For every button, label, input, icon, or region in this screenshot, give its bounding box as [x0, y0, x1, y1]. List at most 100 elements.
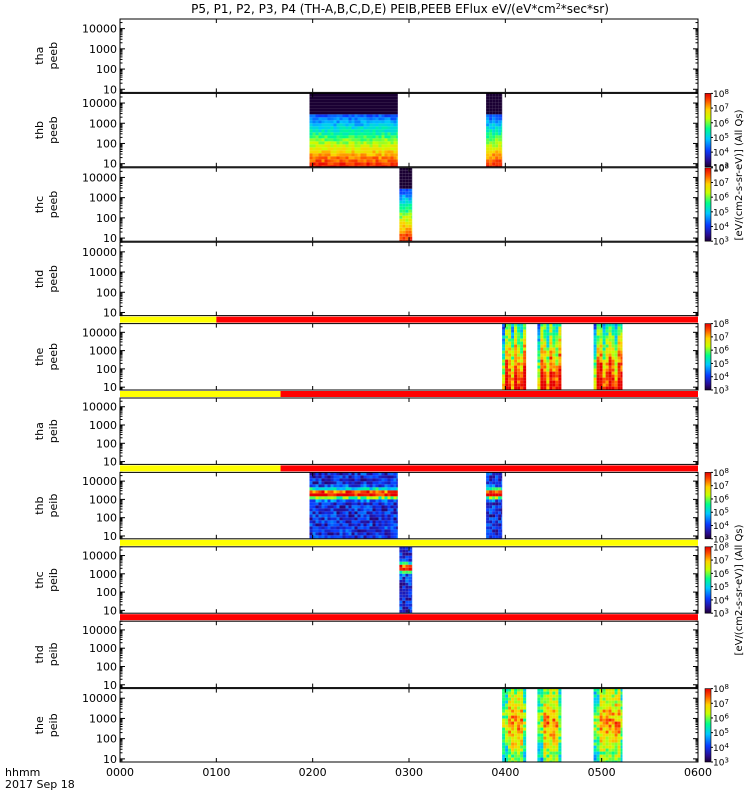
spectrogram-block — [594, 324, 623, 390]
panel-label-probe: thd — [33, 645, 46, 663]
y-tick-label: 100 — [96, 137, 117, 150]
panel-label-probe: tha — [33, 47, 46, 65]
colorbar-tick-label: 106 — [713, 345, 729, 357]
y-tick-label: 1000 — [89, 712, 117, 725]
y-tick-label: 10000 — [82, 401, 117, 414]
panel-label-instrument: peib — [47, 494, 60, 518]
panel-label-instrument: peeb — [47, 191, 60, 219]
panel-label-probe: thc — [33, 571, 46, 588]
colorbar-tick-label: 107 — [713, 555, 729, 567]
panel-frame — [120, 93, 698, 166]
colorbar-tick-label: 107 — [713, 480, 729, 492]
y-tick-label: 10000 — [82, 624, 117, 637]
colorbar-tick-label: 108 — [713, 467, 729, 479]
spectrogram-block — [537, 689, 561, 762]
y-tick-label: 10000 — [82, 97, 117, 110]
panel-label-instrument: peib — [47, 713, 60, 737]
y-tick-label: 10 — [103, 232, 117, 245]
y-tick-label: 1000 — [89, 493, 117, 506]
colorbar-tick-label: 107 — [713, 103, 729, 115]
x-tick-label: 0400 — [491, 766, 519, 779]
y-tick-label: 100 — [96, 733, 117, 746]
panel-label-instrument: peib — [47, 568, 60, 592]
panel-label-instrument: peeb — [47, 343, 60, 371]
colorbar-tick-label: 103 — [713, 757, 729, 769]
spectrogram-block — [502, 689, 526, 762]
colorbar-tick-label: 108 — [713, 88, 729, 100]
colorbar-tick-label: 105 — [713, 507, 729, 519]
colorbar-tick-label: 104 — [713, 520, 729, 532]
flag-segment — [120, 465, 281, 471]
y-tick-label: 10000 — [82, 550, 117, 563]
colorbar-tick-label: 108 — [713, 541, 729, 553]
colorbar-tick-label: 105 — [713, 358, 729, 370]
panel-label-instrument: peib — [47, 419, 60, 443]
colorbar-tick-label: 105 — [713, 206, 729, 218]
colorbar-tick-label: 108 — [713, 318, 729, 330]
y-tick-label: 100 — [96, 660, 117, 673]
panel-frame — [120, 19, 698, 92]
panel-label-probe: thc — [33, 196, 46, 213]
colorbar-tick-label: 107 — [713, 698, 729, 710]
y-tick-label: 10 — [103, 530, 117, 543]
y-tick-label: 10 — [103, 753, 117, 766]
flag-segment — [120, 540, 698, 546]
flag-segment — [281, 465, 698, 471]
panel-label-probe: tha — [33, 422, 46, 440]
panel-label-instrument: peib — [47, 642, 60, 666]
chart-title: P5, P1, P2, P3, P4 (TH-A,B,C,D,E) PEIB,P… — [191, 2, 609, 16]
colorbar-tick-label: 108 — [713, 162, 729, 174]
panel-label-probe: the — [33, 348, 46, 366]
spectrogram-block — [594, 689, 623, 762]
y-tick-label: 10 — [103, 158, 117, 171]
y-tick-label: 100 — [96, 512, 117, 525]
panel-frame — [120, 398, 698, 464]
spectrogram-block — [399, 168, 412, 241]
x-tick-label: 0100 — [202, 766, 230, 779]
y-tick-label: 100 — [96, 363, 117, 376]
colorbar-tick-label: 108 — [713, 683, 729, 695]
y-tick-label: 1000 — [89, 43, 117, 56]
flag-segment — [216, 317, 698, 323]
flag-segment — [120, 391, 281, 397]
flag-segment — [281, 391, 698, 397]
y-tick-label: 10000 — [82, 246, 117, 259]
panel-label-probe: the — [33, 716, 46, 734]
y-tick-label: 10000 — [82, 23, 117, 36]
colorbar-tick-label: 103 — [713, 608, 729, 620]
panel-label-instrument: peeb — [47, 42, 60, 70]
spectrogram-block — [399, 547, 412, 613]
spectrogram-block — [502, 324, 526, 390]
colorbar-tick-label: 106 — [713, 568, 729, 580]
x-tick-label: 0200 — [299, 766, 327, 779]
colorbar-tick-label: 104 — [713, 371, 729, 383]
flag-segment — [120, 317, 216, 323]
y-tick-label: 1000 — [89, 419, 117, 432]
y-tick-label: 1000 — [89, 117, 117, 130]
y-tick-label: 1000 — [89, 568, 117, 581]
colorbar-tick-label: 106 — [713, 117, 729, 129]
x-tick-label: 0600 — [684, 766, 712, 779]
colorbar-tick-label: 104 — [713, 221, 729, 233]
colorbar-tick-label: 106 — [713, 493, 729, 505]
colorbar-tick-label: 105 — [713, 132, 729, 144]
x-tick-label: 0300 — [395, 766, 423, 779]
y-tick-label: 1000 — [89, 192, 117, 205]
panel-frame — [120, 621, 698, 687]
panel-label-probe: thd — [33, 270, 46, 288]
colorbar-tick-label: 104 — [713, 147, 729, 159]
y-tick-label: 10000 — [82, 475, 117, 488]
y-tick-label: 100 — [96, 212, 117, 225]
